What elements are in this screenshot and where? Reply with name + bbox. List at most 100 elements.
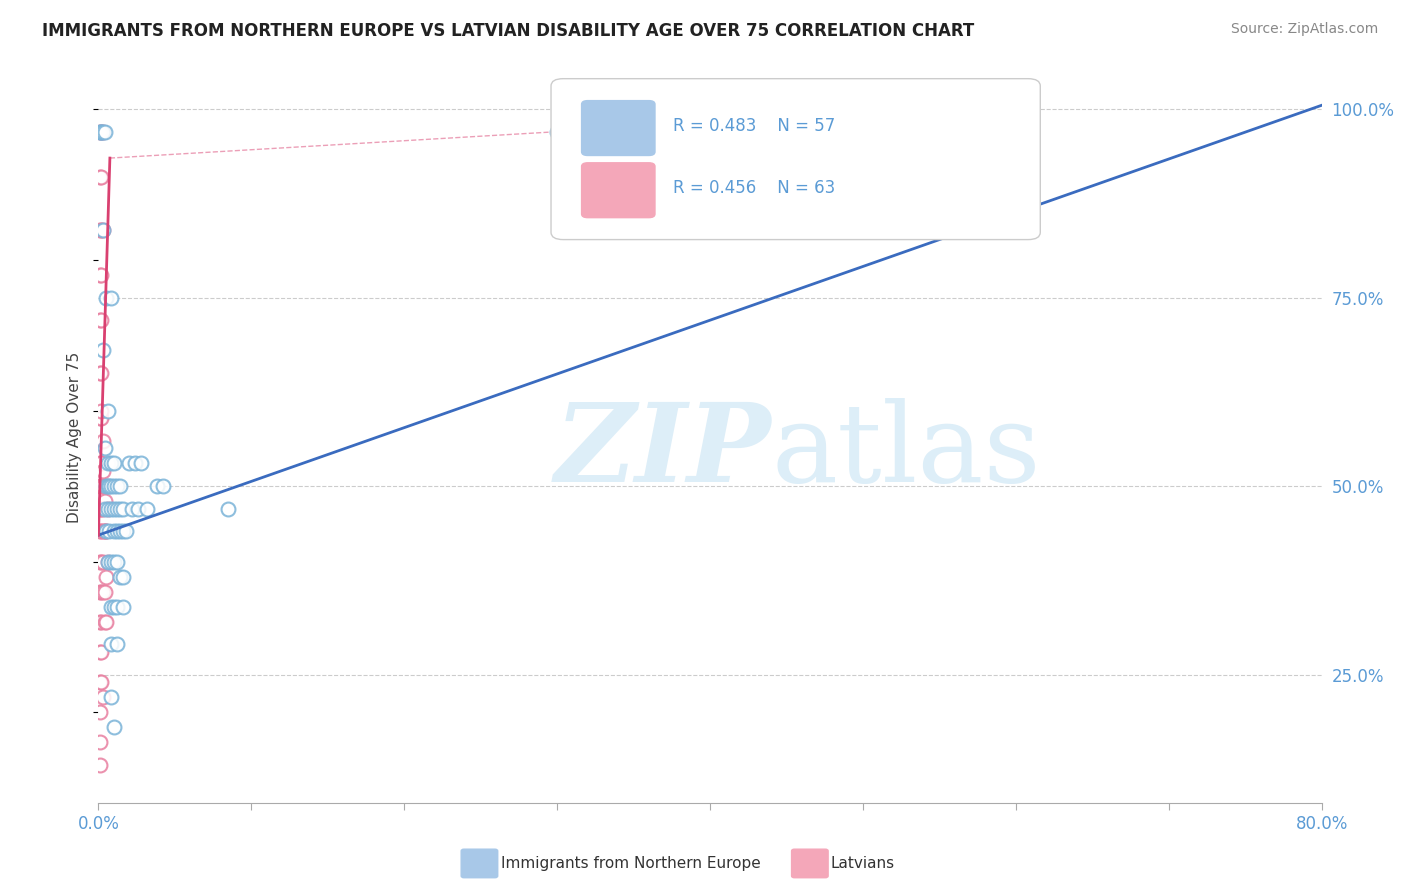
Point bbox=[100, 690, 122, 705]
Point bbox=[103, 524, 125, 539]
Point bbox=[91, 464, 114, 478]
Point bbox=[111, 599, 134, 614]
Text: Source: ZipAtlas.com: Source: ZipAtlas.com bbox=[1230, 22, 1378, 37]
Point bbox=[97, 554, 120, 568]
Point bbox=[129, 457, 152, 471]
Point bbox=[100, 599, 122, 614]
Point bbox=[118, 457, 141, 471]
Point bbox=[90, 457, 112, 471]
Text: Immigrants from Northern Europe: Immigrants from Northern Europe bbox=[501, 856, 761, 871]
Point bbox=[89, 675, 111, 690]
Point bbox=[108, 524, 131, 539]
Point bbox=[90, 615, 112, 629]
Point bbox=[97, 403, 120, 417]
Point bbox=[89, 501, 111, 516]
Point bbox=[90, 366, 112, 380]
Point bbox=[100, 479, 122, 493]
Point bbox=[105, 479, 128, 493]
Point bbox=[90, 403, 112, 417]
FancyBboxPatch shape bbox=[551, 78, 1040, 240]
Point bbox=[94, 524, 117, 539]
Point bbox=[90, 268, 112, 282]
Point bbox=[100, 501, 122, 516]
Point bbox=[91, 584, 114, 599]
Point bbox=[105, 524, 128, 539]
Point bbox=[89, 169, 111, 184]
Point bbox=[93, 501, 115, 516]
Point bbox=[94, 479, 117, 493]
Point bbox=[91, 223, 114, 237]
Text: Latvians: Latvians bbox=[831, 856, 896, 871]
Point bbox=[217, 501, 239, 516]
Point bbox=[91, 501, 114, 516]
Point bbox=[94, 524, 117, 539]
Point bbox=[546, 125, 568, 139]
Point bbox=[91, 223, 114, 237]
Point bbox=[103, 457, 125, 471]
Point bbox=[91, 479, 114, 493]
Point bbox=[90, 524, 112, 539]
Point bbox=[97, 501, 120, 516]
Point bbox=[91, 343, 114, 358]
Point bbox=[93, 442, 115, 456]
FancyBboxPatch shape bbox=[582, 162, 655, 218]
Text: R = 0.483    N = 57: R = 0.483 N = 57 bbox=[673, 117, 835, 136]
Point bbox=[93, 524, 115, 539]
Point bbox=[97, 479, 120, 493]
Point bbox=[89, 758, 111, 772]
Point bbox=[89, 735, 111, 749]
Point bbox=[89, 524, 111, 539]
Point bbox=[100, 291, 122, 305]
Point bbox=[94, 479, 117, 493]
Point bbox=[93, 494, 115, 508]
Point bbox=[103, 720, 125, 734]
Point bbox=[89, 411, 111, 425]
Point bbox=[97, 457, 120, 471]
Point bbox=[90, 675, 112, 690]
Point bbox=[103, 479, 125, 493]
Point bbox=[90, 554, 112, 568]
Point bbox=[89, 706, 111, 720]
Point bbox=[111, 501, 134, 516]
Point bbox=[90, 411, 112, 425]
Point bbox=[91, 434, 114, 448]
Point bbox=[89, 125, 111, 139]
Point bbox=[90, 125, 112, 139]
Point bbox=[105, 554, 128, 568]
Point bbox=[94, 291, 117, 305]
Point bbox=[89, 479, 111, 493]
Point bbox=[111, 569, 134, 583]
Point bbox=[90, 645, 112, 659]
Y-axis label: Disability Age Over 75: Disability Age Over 75 bbox=[67, 351, 83, 523]
Point bbox=[98, 524, 121, 539]
Point bbox=[90, 125, 112, 139]
Point bbox=[103, 554, 125, 568]
Point bbox=[89, 125, 111, 139]
Point bbox=[108, 569, 131, 583]
Point bbox=[89, 223, 111, 237]
Point bbox=[97, 501, 120, 516]
Point bbox=[89, 554, 111, 568]
Point bbox=[111, 524, 134, 539]
Point bbox=[105, 637, 128, 651]
Point bbox=[145, 479, 167, 493]
Text: atlas: atlas bbox=[772, 398, 1040, 505]
Point bbox=[94, 569, 117, 583]
Point bbox=[89, 268, 111, 282]
Point bbox=[89, 645, 111, 659]
Point bbox=[90, 584, 112, 599]
Point bbox=[90, 223, 112, 237]
Point bbox=[91, 690, 114, 705]
Point bbox=[105, 599, 128, 614]
Point bbox=[100, 457, 122, 471]
Point bbox=[152, 479, 174, 493]
Point bbox=[108, 479, 131, 493]
Point bbox=[115, 524, 138, 539]
Point bbox=[103, 599, 125, 614]
Point bbox=[90, 169, 112, 184]
Text: IMMIGRANTS FROM NORTHERN EUROPE VS LATVIAN DISABILITY AGE OVER 75 CORRELATION CH: IMMIGRANTS FROM NORTHERN EUROPE VS LATVI… bbox=[42, 22, 974, 40]
Point bbox=[93, 125, 115, 139]
Point bbox=[94, 615, 117, 629]
Point bbox=[89, 615, 111, 629]
Point bbox=[127, 501, 149, 516]
